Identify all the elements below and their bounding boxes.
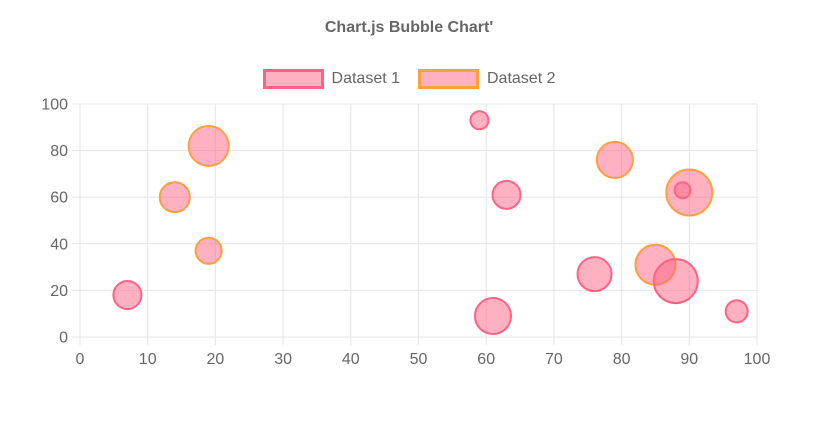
- legend-swatch-icon: [418, 69, 479, 89]
- y-tick-label: 80: [50, 143, 68, 160]
- bubble-point-dataset-1: [473, 297, 512, 336]
- legend-swatch-icon: [262, 69, 324, 89]
- bubble-point-dataset-1: [469, 110, 490, 131]
- bubble-point-dataset-2: [158, 181, 191, 214]
- x-tick-label: 100: [744, 351, 771, 368]
- x-tick-label: 20: [207, 351, 225, 368]
- x-tick-label: 30: [274, 351, 292, 368]
- legend-label: Dataset 1: [331, 70, 400, 87]
- x-tick-label: 60: [477, 351, 495, 368]
- y-tick-label: 100: [41, 97, 68, 114]
- legend-label: Dataset 2: [487, 70, 556, 87]
- legend-item-dataset-2[interactable]: Dataset 2: [418, 69, 555, 89]
- bubble-point-dataset-1: [652, 258, 699, 305]
- bubble-point-dataset-2: [187, 124, 230, 167]
- x-tick-label: 40: [342, 351, 360, 368]
- x-tick-label: 0: [76, 351, 85, 368]
- bubble-point-dataset-2: [194, 236, 223, 265]
- chart-title: Chart.js Bubble Chart': [324, 19, 494, 36]
- y-tick-label: 20: [50, 283, 68, 300]
- x-tick-label: 70: [545, 351, 563, 368]
- x-tick-label: 80: [613, 351, 631, 368]
- y-tick-label: 0: [59, 330, 68, 347]
- x-tick-label: 90: [680, 351, 698, 368]
- bubble-point-dataset-1: [724, 299, 749, 324]
- bubble-point-dataset-1: [576, 256, 613, 293]
- legend-item-dataset-1[interactable]: Dataset 1: [262, 69, 400, 89]
- bubble-point-dataset-1: [673, 181, 692, 200]
- y-tick-label: 60: [50, 190, 68, 207]
- y-tick-label: 40: [50, 236, 68, 253]
- x-tick-label: 50: [410, 351, 428, 368]
- bubble-point-dataset-1: [491, 179, 522, 210]
- bubble-point-dataset-1: [112, 280, 143, 311]
- x-tick-label: 10: [139, 351, 157, 368]
- bubble-point-dataset-2: [595, 140, 634, 179]
- legend: Dataset 1 Dataset 2: [0, 69, 818, 89]
